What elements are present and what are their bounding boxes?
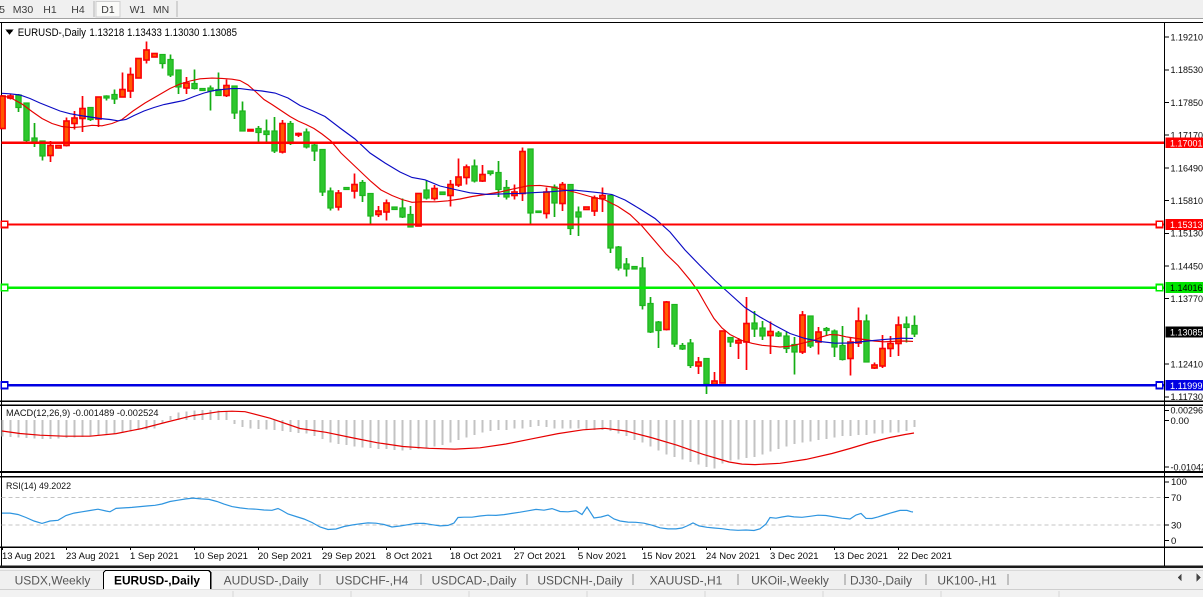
svg-text:0.00: 0.00 [1171, 416, 1190, 427]
svg-text:20 Sep 2021: 20 Sep 2021 [258, 551, 312, 562]
svg-text:H4: H4 [71, 4, 85, 16]
svg-text:UK100-,H1: UK100-,H1 [937, 574, 997, 588]
svg-text:70: 70 [1171, 493, 1182, 504]
svg-text:18 Oct 2021: 18 Oct 2021 [450, 551, 502, 562]
svg-text:M30: M30 [13, 4, 34, 16]
svg-text:1.18530: 1.18530 [1171, 65, 1203, 76]
svg-text:1.17170: 1.17170 [1171, 131, 1203, 142]
svg-text:13 Aug 2021: 13 Aug 2021 [2, 551, 55, 562]
svg-text:1.17850: 1.17850 [1171, 98, 1203, 109]
svg-text:UKOil-,Weekly: UKOil-,Weekly [751, 574, 829, 588]
svg-text:13 Dec 2021: 13 Dec 2021 [834, 551, 888, 562]
svg-text:23 Aug 2021: 23 Aug 2021 [66, 551, 119, 562]
svg-text:MACD(12,26,9) -0.001489 -0.002: MACD(12,26,9) -0.001489 -0.002524 [6, 408, 159, 419]
svg-text:1.12410: 1.12410 [1171, 360, 1203, 371]
svg-text:30: 30 [1171, 521, 1182, 532]
svg-text:0.00296: 0.00296 [1171, 406, 1203, 417]
svg-text:0: 0 [1171, 536, 1176, 547]
svg-text:1 Sep 2021: 1 Sep 2021 [130, 551, 179, 562]
svg-text:10 Sep 2021: 10 Sep 2021 [194, 551, 248, 562]
svg-text:1.17001: 1.17001 [1170, 138, 1203, 149]
svg-text:USDCAD-,Daily: USDCAD-,Daily [432, 574, 517, 588]
svg-text:USDX,Weekly: USDX,Weekly [15, 574, 91, 588]
svg-text:1.15313: 1.15313 [1170, 220, 1203, 231]
svg-text:100: 100 [1171, 477, 1187, 488]
svg-text:-0.01042: -0.01042 [1171, 462, 1203, 473]
svg-text:1.16490: 1.16490 [1171, 163, 1203, 174]
svg-text:1.14450: 1.14450 [1171, 261, 1203, 272]
svg-text:DJ30-,Daily: DJ30-,Daily [850, 574, 912, 588]
svg-text:3 Dec 2021: 3 Dec 2021 [770, 551, 819, 562]
svg-text:1.15810: 1.15810 [1171, 196, 1203, 207]
svg-text:1.14016: 1.14016 [1170, 283, 1203, 294]
svg-text:AUDUSD-,Daily: AUDUSD-,Daily [224, 574, 309, 588]
svg-text:1.13218 1.13433 1.13030 1.1308: 1.13218 1.13433 1.13030 1.13085 [89, 27, 237, 39]
svg-text:D1: D1 [101, 4, 115, 16]
svg-text:H1: H1 [43, 4, 57, 16]
svg-text:24 Nov 2021: 24 Nov 2021 [706, 551, 760, 562]
svg-text:MN: MN [153, 4, 169, 16]
svg-text:USDCNH-,Daily: USDCNH-,Daily [537, 574, 622, 588]
svg-text:EURUSD-,Daily: EURUSD-,Daily [114, 574, 200, 588]
svg-text:1.13085: 1.13085 [1170, 328, 1203, 339]
svg-text:W1: W1 [130, 4, 146, 16]
svg-text:EURUSD-,Daily: EURUSD-,Daily [18, 27, 87, 39]
svg-text:USDCHF-,H4: USDCHF-,H4 [336, 574, 409, 588]
svg-text:5 Nov 2021: 5 Nov 2021 [578, 551, 627, 562]
svg-text:1.11730: 1.11730 [1171, 392, 1203, 403]
svg-text:15 Nov 2021: 15 Nov 2021 [642, 551, 696, 562]
svg-text:27 Oct 2021: 27 Oct 2021 [514, 551, 566, 562]
svg-text:1.19210: 1.19210 [1171, 33, 1203, 44]
svg-text:5: 5 [0, 4, 5, 16]
svg-text:XAUUSD-,H1: XAUUSD-,H1 [650, 574, 723, 588]
svg-text:29 Sep 2021: 29 Sep 2021 [322, 551, 376, 562]
svg-text:1.11999: 1.11999 [1170, 381, 1203, 392]
svg-text:1.13770: 1.13770 [1171, 294, 1203, 305]
svg-text:RSI(14) 49.2022: RSI(14) 49.2022 [6, 481, 71, 492]
svg-text:8 Oct 2021: 8 Oct 2021 [386, 551, 432, 562]
svg-text:1.15130: 1.15130 [1171, 229, 1203, 240]
svg-text:22 Dec 2021: 22 Dec 2021 [898, 551, 952, 562]
